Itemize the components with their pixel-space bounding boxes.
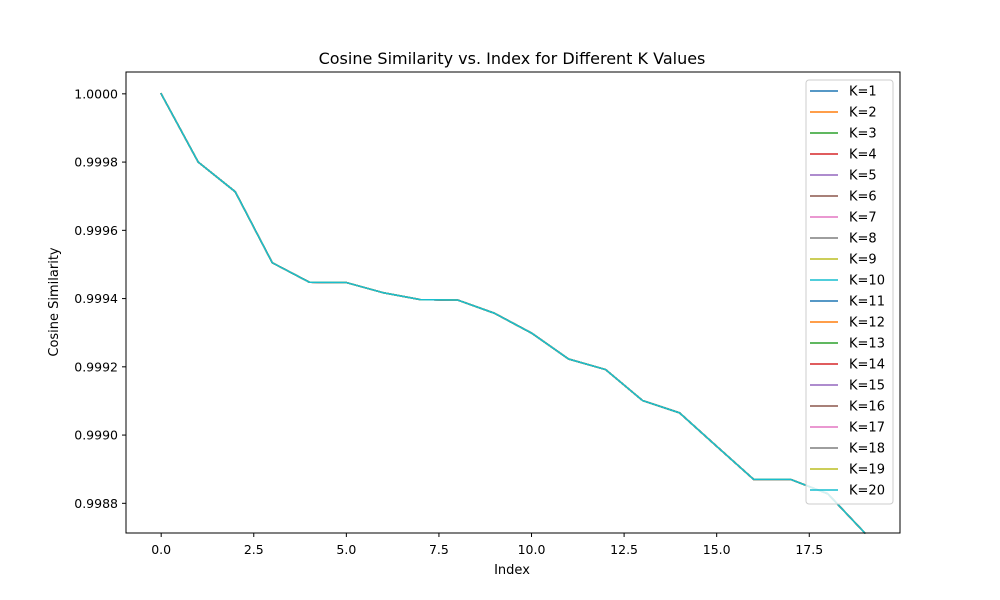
legend-label: K=15 [849,379,885,394]
legend-label: K=6 [849,190,877,205]
y-tick-label: 0.9994 [74,291,118,306]
legend-label: K=12 [849,316,885,331]
x-tick-label: 0.0 [151,542,171,557]
y-tick-label: 0.9990 [74,428,118,443]
legend-label: K=5 [849,169,877,184]
legend-label: K=9 [849,253,877,268]
x-axis-label: Index [494,563,530,578]
legend-label: K=18 [849,442,885,457]
legend-label: K=2 [849,106,877,121]
y-axis: 0.9988 0.9990 0.9992 0.9994 0.9996 0.9998 1.00… [74,86,126,511]
legend-label: K=4 [849,148,877,163]
plot-frame [125,71,901,534]
chart-title: Cosine Similarity vs. Index for Differen… [319,49,706,68]
x-tick-label: 7.5 [429,542,449,557]
y-tick-label: 0.9992 [74,359,118,374]
legend-label: K=10 [849,274,885,289]
x-axis: 0.0 2.5 5.0 7.5 10.0 12.5 15.0 17.5 [151,533,823,557]
x-tick-label: 5.0 [336,542,356,557]
x-tick-label: 17.5 [795,542,823,557]
y-axis-label: Cosine Similarity [47,247,62,357]
x-tick-label: 2.5 [244,542,264,557]
y-tick-label: 0.9988 [74,496,118,511]
x-tick-label: 10.0 [518,542,546,557]
legend-label: K=8 [849,232,877,247]
legend-label: K=1 [849,85,877,100]
legend-label: K=11 [849,295,885,310]
series-layer [160,92,866,535]
legend-label: K=20 [849,484,885,499]
legend-label: K=3 [849,127,877,142]
legend-label: K=13 [849,337,885,352]
legend-box [805,79,894,505]
legend-label: K=19 [849,463,885,478]
legend: K=1 K=2 K=3 K=4 K=5 K=6 K=7 K=8 K=9 K=10 K=11 K=12 K… [805,79,894,505]
legend-label: K=7 [849,211,877,226]
legend-label: K=14 [849,358,885,373]
legend-label: K=16 [849,400,885,415]
series-line-k20 [160,92,866,535]
y-tick-label: 1.0000 [74,86,118,101]
x-tick-label: 12.5 [610,542,638,557]
y-tick-label: 0.9996 [74,223,118,238]
x-tick-label: 15.0 [703,542,731,557]
y-tick-label: 0.9998 [74,155,118,170]
legend-label: K=17 [849,421,885,436]
